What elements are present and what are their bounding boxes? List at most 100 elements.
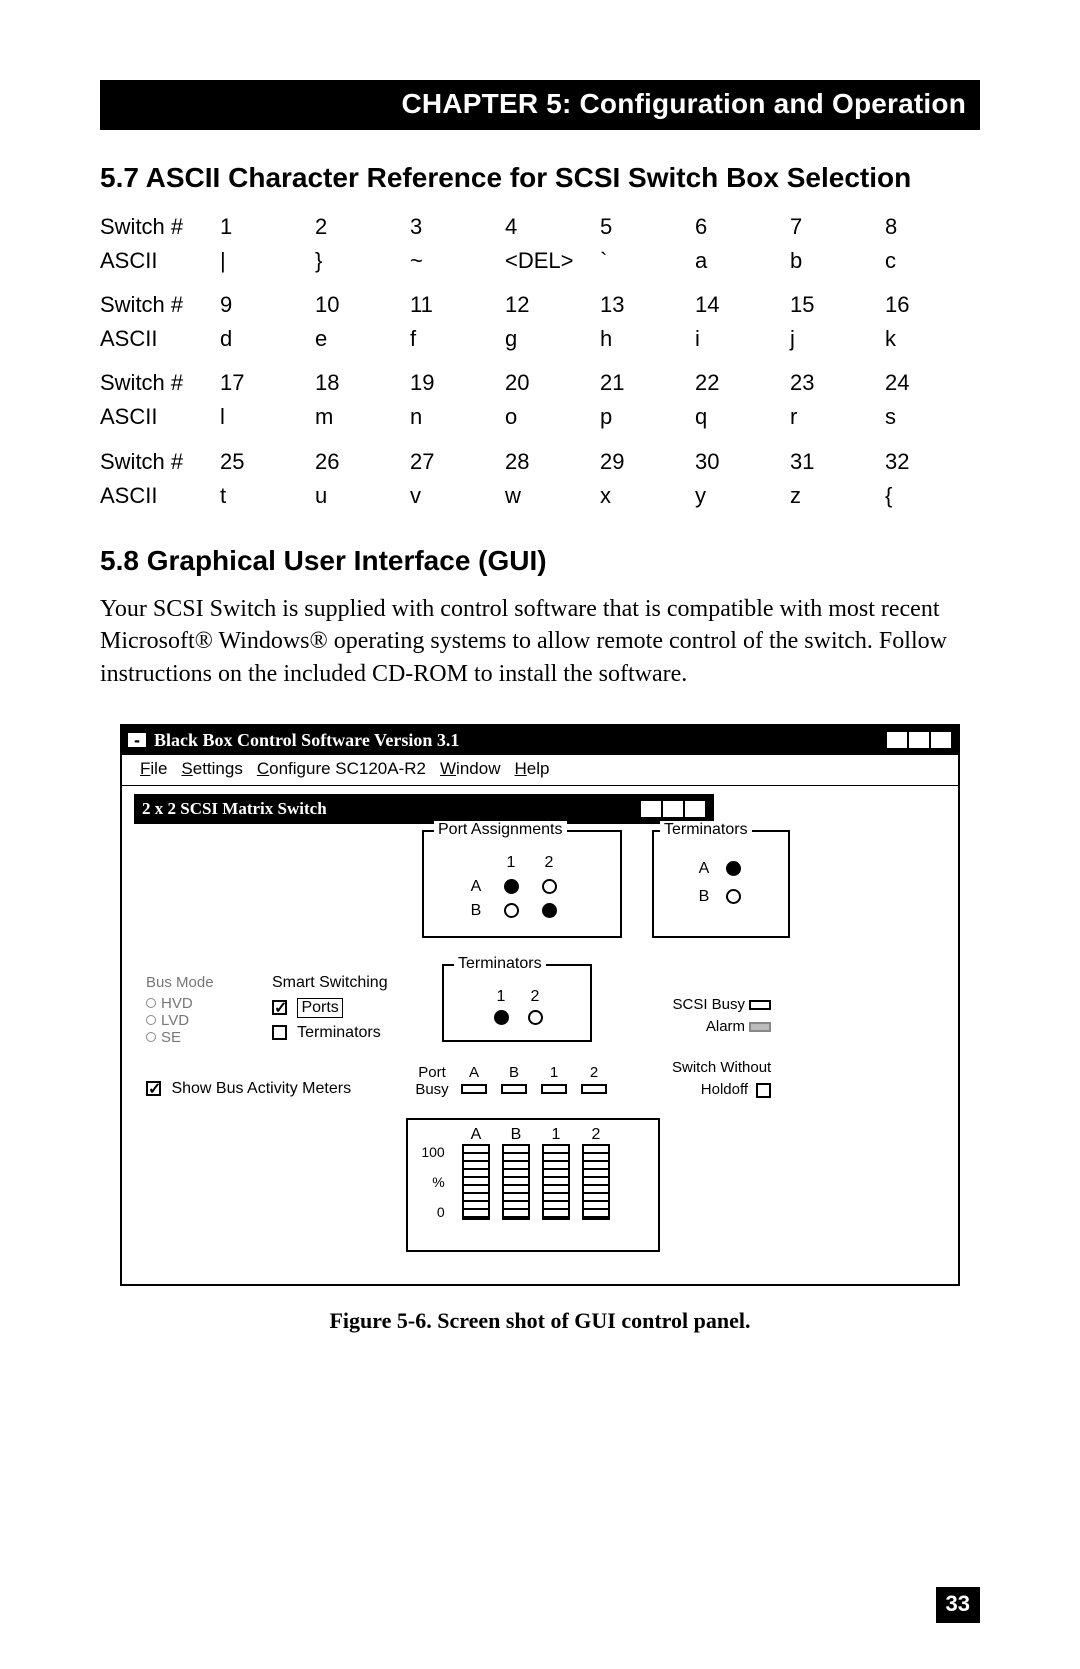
- terminators-center-group: Terminators 1 2: [442, 964, 592, 1042]
- alarm-row: Alarm: [672, 1016, 771, 1039]
- outer-window-title: Black Box Control Software Version 3.1: [154, 730, 459, 751]
- pb-led-b: [501, 1084, 527, 1094]
- ascii-switch-cell: 10: [315, 288, 410, 322]
- term-right-b-label: B: [699, 888, 710, 906]
- ascii-char-cell: }: [315, 244, 410, 278]
- term-c-2-radio[interactable]: [528, 1010, 543, 1025]
- ascii-switch-cell: 6: [695, 210, 790, 244]
- bus-mode-hvd[interactable]: HVD: [161, 995, 193, 1012]
- meters-group: A B 1 2 100 % 0: [406, 1118, 660, 1252]
- ascii-switch-cell: 26: [315, 445, 410, 479]
- child-window: 2 x 2 SCSI Matrix Switch _ □ ×: [134, 794, 714, 824]
- pa-b1-radio[interactable]: [504, 903, 519, 918]
- pb-led-1: [541, 1084, 567, 1094]
- scsi-busy-led: [749, 1000, 771, 1010]
- menu-help[interactable]: Help: [514, 759, 549, 779]
- ascii-ascii-label: ASCII: [100, 479, 220, 513]
- menu-configure[interactable]: Configure SC120A-R2: [257, 759, 426, 779]
- child-minimize-icon[interactable]: _: [640, 800, 662, 818]
- ascii-char-cell: i: [695, 322, 790, 356]
- ascii-char-cell: c: [885, 244, 980, 278]
- ascii-char-cell: d: [220, 322, 315, 356]
- smart-ports-checkbox[interactable]: [272, 1000, 287, 1015]
- meter-y-100: 100: [421, 1144, 444, 1160]
- ascii-switch-cell: 17: [220, 366, 315, 400]
- ascii-switch-cell: 19: [410, 366, 505, 400]
- ascii-switch-cell: 20: [505, 366, 600, 400]
- ascii-switch-cell: 27: [410, 445, 505, 479]
- section-5-8-title: 5.8 Graphical User Interface (GUI): [100, 545, 980, 577]
- bus-mode-lvd[interactable]: LVD: [161, 1012, 189, 1029]
- ascii-switch-cell: 21: [600, 366, 695, 400]
- ascii-switch-cell: 24: [885, 366, 980, 400]
- pa-a2-radio[interactable]: [542, 879, 557, 894]
- ascii-char-cell: r: [790, 400, 885, 434]
- ascii-switch-cell: 18: [315, 366, 410, 400]
- menu-settings[interactable]: Settings: [181, 759, 242, 779]
- smart-terminators-checkbox[interactable]: [272, 1025, 287, 1040]
- ascii-switch-cell: 32: [885, 445, 980, 479]
- pb-col-1: 1: [550, 1064, 558, 1081]
- port-busy-label-top: Port: [418, 1064, 446, 1081]
- pb-led-a: [461, 1084, 487, 1094]
- close-icon[interactable]: ×: [930, 731, 952, 749]
- menu-file[interactable]: File: [140, 759, 167, 779]
- ascii-switch-cell: 4: [505, 210, 600, 244]
- ascii-char-cell: m: [315, 400, 410, 434]
- meter-col-1: 1: [552, 1126, 561, 1144]
- smart-ports-label: Ports: [297, 998, 342, 1018]
- term-c-1-radio[interactable]: [494, 1010, 509, 1025]
- ascii-char-cell: <DEL>: [505, 244, 600, 278]
- figure-caption: Figure 5-6. Screen shot of GUI control p…: [100, 1308, 980, 1334]
- ascii-char-cell: z: [790, 479, 885, 513]
- ascii-char-cell: w: [505, 479, 600, 513]
- ascii-char-cell: h: [600, 322, 695, 356]
- ascii-switch-cell: 30: [695, 445, 790, 479]
- menu-window[interactable]: Window: [440, 759, 500, 779]
- show-meters-checkbox[interactable]: [146, 1081, 161, 1096]
- pa-a1-radio[interactable]: [504, 879, 519, 894]
- meter-y-0: 0: [437, 1204, 445, 1220]
- ascii-switch-cell: 7: [790, 210, 885, 244]
- terminators-center-legend: Terminators: [454, 955, 546, 973]
- ascii-char-cell: b: [790, 244, 885, 278]
- system-menu-icon[interactable]: -: [128, 733, 146, 747]
- ascii-switch-cell: 16: [885, 288, 980, 322]
- ascii-switch-cell: 28: [505, 445, 600, 479]
- ascii-reference-table: Switch #12345678ASCII|}~<DEL>`abcSwitch …: [100, 210, 980, 513]
- ascii-switch-cell: 13: [600, 288, 695, 322]
- terminators-right-group: Terminators A B: [652, 830, 790, 938]
- ascii-switch-cell: 31: [790, 445, 885, 479]
- maximize-icon[interactable]: □: [908, 731, 930, 749]
- ascii-char-cell: y: [695, 479, 790, 513]
- minimize-icon[interactable]: _: [886, 731, 908, 749]
- ascii-char-cell: o: [505, 400, 600, 434]
- ascii-char-cell: g: [505, 322, 600, 356]
- section-5-8-body: Your SCSI Switch is supplied with contro…: [100, 593, 980, 690]
- ascii-char-cell: ~: [410, 244, 505, 278]
- pa-b2-radio[interactable]: [542, 903, 557, 918]
- meter-2: [582, 1144, 610, 1220]
- port-assignments-legend: Port Assignments: [434, 821, 567, 839]
- port-busy-label-bottom: Busy: [415, 1081, 448, 1098]
- child-maximize-icon[interactable]: □: [662, 800, 684, 818]
- meter-b: [502, 1144, 530, 1220]
- ascii-switch-cell: 3: [410, 210, 505, 244]
- holdoff-row: Holdoff: [672, 1079, 771, 1102]
- meter-col-a: A: [471, 1126, 482, 1144]
- child-close-icon[interactable]: ×: [684, 800, 706, 818]
- holdoff-checkbox[interactable]: [756, 1083, 771, 1098]
- terminators-right-legend: Terminators: [660, 821, 752, 839]
- term-right-a-label: A: [699, 860, 710, 878]
- bus-mode-se[interactable]: SE: [161, 1029, 181, 1046]
- bus-mode-group: Bus Mode HVD LVD SE: [146, 974, 214, 1046]
- ascii-switch-cell: 8: [885, 210, 980, 244]
- ascii-ascii-label: ASCII: [100, 244, 220, 278]
- child-window-title: 2 x 2 SCSI Matrix Switch: [142, 799, 327, 819]
- term-right-a-radio[interactable]: [726, 861, 741, 876]
- meter-col-2: 2: [592, 1126, 601, 1144]
- term-right-b-radio[interactable]: [726, 889, 741, 904]
- ascii-switch-label: Switch #: [100, 366, 220, 400]
- smart-switching-group: Smart Switching Ports Terminators: [272, 974, 388, 1042]
- ascii-char-cell: q: [695, 400, 790, 434]
